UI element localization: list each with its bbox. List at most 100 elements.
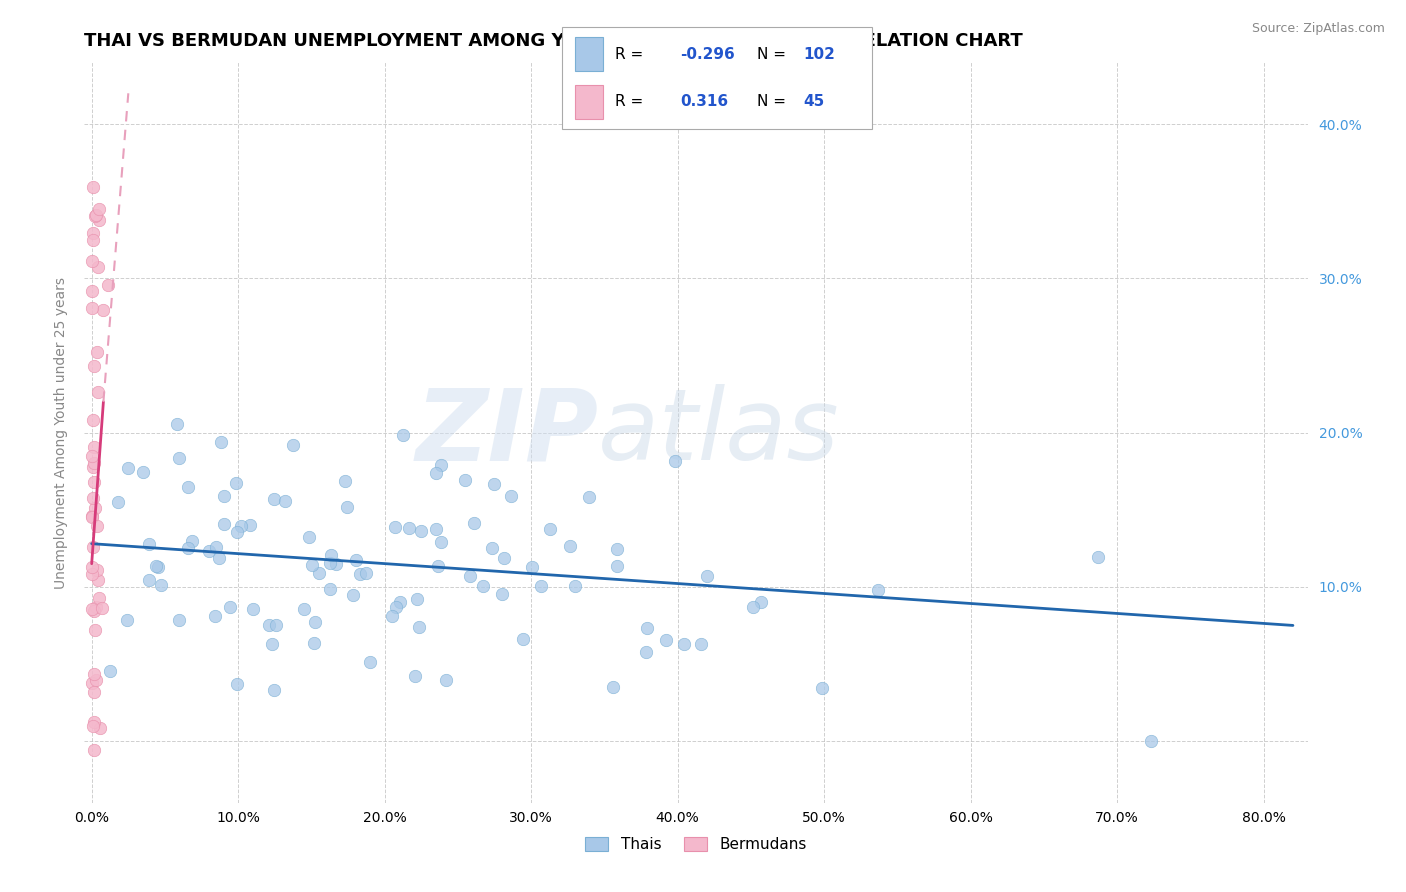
Point (82, 540, 104, 554)
Point (80, 567, 103, 582)
Point (132, 465, 155, 479)
Point (318, 582, 340, 596)
Point (405, 592, 427, 607)
Text: -0.296: -0.296 (681, 47, 735, 62)
Y-axis label: Unemployment Among Youth under 25 years: Unemployment Among Youth under 25 years (55, 277, 69, 589)
Point (1140, 734, 1163, 748)
Point (425, 466, 447, 480)
Point (257, 617, 280, 632)
Text: THAI VS BERMUDAN UNEMPLOYMENT AMONG YOUTH UNDER 25 YEARS CORRELATION CHART: THAI VS BERMUDAN UNEMPLOYMENT AMONG YOUT… (84, 32, 1024, 50)
Point (89, 591, 111, 606)
Point (87, 385, 110, 400)
Point (354, 566, 377, 580)
Point (425, 522, 447, 536)
Point (558, 539, 581, 553)
Point (1087, 549, 1109, 564)
Point (117, 461, 139, 475)
Point (530, 578, 553, 592)
Point (204, 609, 226, 624)
Point (263, 492, 285, 507)
Point (301, 558, 323, 572)
Text: 45: 45 (804, 95, 825, 109)
Point (84, 624, 107, 638)
Point (304, 636, 326, 650)
Point (501, 489, 523, 503)
Point (166, 417, 188, 431)
Point (427, 558, 450, 573)
Point (298, 531, 321, 545)
Point (82, 233, 104, 247)
Point (226, 525, 249, 540)
Point (385, 599, 408, 614)
Point (84, 208, 107, 222)
Point (430, 534, 453, 549)
Point (80, 508, 103, 523)
Point (82, 301, 104, 315)
Text: N =: N = (758, 47, 786, 62)
Point (98, 664, 121, 678)
Point (80, 602, 103, 616)
Point (749, 595, 772, 609)
Text: 0.316: 0.316 (681, 95, 728, 109)
Point (82, 226, 104, 240)
Point (472, 579, 495, 593)
Point (91, 302, 114, 317)
Point (359, 655, 381, 669)
Text: R =: R = (614, 47, 643, 62)
Point (262, 637, 284, 651)
Point (239, 518, 262, 533)
Point (321, 548, 343, 562)
Point (384, 520, 406, 534)
Point (83, 715, 105, 730)
Point (349, 566, 371, 581)
Text: 102: 102 (804, 47, 835, 62)
Point (86, 344, 108, 359)
Point (578, 490, 600, 504)
Text: N =: N = (758, 95, 786, 109)
Point (86, 518, 108, 533)
Point (167, 614, 190, 628)
Point (491, 587, 513, 601)
Point (87, 573, 110, 587)
Point (83, 359, 105, 374)
Point (198, 544, 221, 558)
Point (492, 551, 515, 566)
Point (87, 202, 110, 216)
Point (87, 213, 110, 227)
Point (636, 621, 658, 635)
Point (83, 604, 105, 618)
Point (167, 451, 190, 466)
Point (107, 495, 129, 509)
Point (263, 683, 285, 698)
Point (319, 556, 342, 570)
Point (811, 681, 834, 695)
Point (482, 476, 505, 491)
Point (83, 475, 105, 489)
Point (208, 551, 231, 566)
Point (89, 721, 111, 735)
Point (409, 524, 432, 538)
Point (304, 615, 326, 630)
Point (82, 509, 104, 524)
Point (346, 553, 368, 567)
Point (408, 620, 430, 634)
Point (520, 560, 543, 574)
Point (388, 595, 411, 609)
Point (82, 413, 104, 427)
Point (229, 518, 252, 533)
Point (82, 179, 104, 194)
Point (654, 632, 676, 647)
Point (325, 557, 347, 571)
Point (335, 474, 357, 488)
Point (86, 563, 108, 577)
Point (606, 559, 628, 574)
Point (82, 719, 104, 733)
Point (335, 500, 357, 514)
Point (225, 476, 247, 491)
Point (83, 456, 105, 470)
Point (381, 608, 404, 623)
Text: Source: ZipAtlas.com: Source: ZipAtlas.com (1251, 22, 1385, 36)
Point (212, 516, 235, 531)
Point (84, 599, 107, 614)
Point (80, 560, 103, 574)
